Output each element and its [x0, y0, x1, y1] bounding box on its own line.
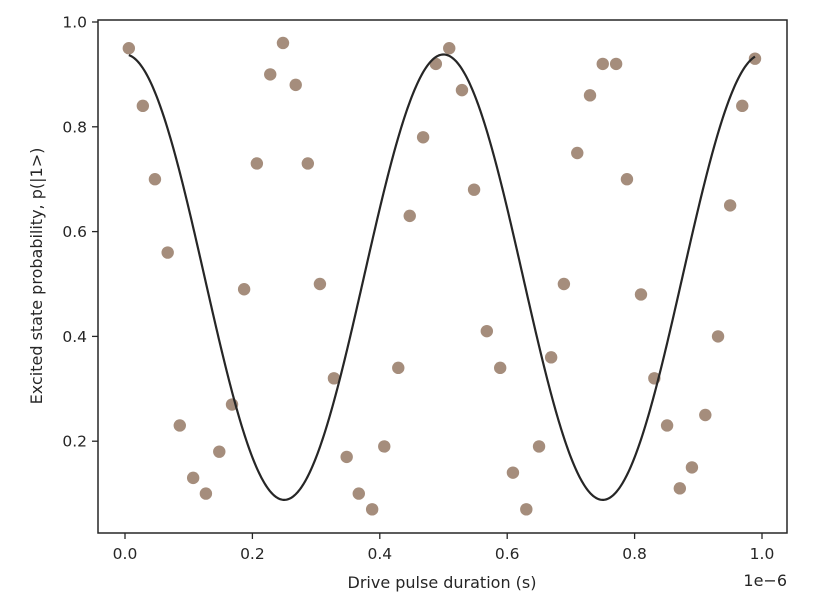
data-point: [685, 461, 699, 474]
x-tick-label: 0.8: [622, 545, 647, 563]
data-point: [313, 277, 327, 291]
data-point: [660, 419, 674, 432]
data-point: [199, 487, 213, 500]
x-tick-label: 1.0: [750, 545, 775, 563]
data-point: [723, 199, 737, 212]
data-point: [571, 146, 584, 160]
y-tick-label: 0.4: [62, 328, 87, 346]
y-axis-label: Excited state probability, p(|1>): [27, 148, 46, 405]
y-tick-label: 0.6: [62, 223, 87, 241]
y-axis-ticks: 0.2 0.4 0.6 0.8 1.0: [62, 14, 98, 451]
data-point: [148, 173, 162, 186]
x-tick-label: 0.4: [367, 545, 392, 563]
data-point: [532, 440, 546, 453]
data-point: [186, 471, 200, 485]
x-tick-label: 0.2: [240, 545, 265, 563]
data-point: [711, 330, 725, 343]
data-point: [122, 42, 136, 55]
data-point: [161, 246, 174, 259]
data-point: [136, 99, 150, 113]
data-point: [699, 408, 712, 422]
fit-curve: [128, 53, 756, 501]
data-point: [340, 450, 353, 464]
axes-frame: [97, 19, 788, 534]
data-point: [455, 83, 469, 97]
x-tick-label: 0.0: [113, 545, 138, 563]
data-point: [634, 288, 648, 301]
data-point: [416, 131, 430, 144]
data-point: [213, 445, 226, 458]
y-tick-label: 1.0: [62, 14, 87, 32]
data-point: [673, 482, 687, 495]
data-point: [620, 173, 634, 186]
data-point: [378, 440, 391, 453]
data-point: [237, 283, 251, 296]
data-point: [557, 277, 571, 291]
data-point: [480, 324, 494, 338]
data-point: [506, 466, 520, 479]
y-tick-label: 0.2: [62, 433, 87, 451]
data-point: [520, 503, 533, 516]
fit-line: [128, 53, 756, 501]
data-point: [352, 487, 365, 500]
data-point: [301, 157, 315, 170]
data-point: [493, 361, 507, 375]
x-axis-offset-label: 1e−6: [743, 571, 787, 590]
x-axis-ticks: 0.0 0.2 0.4 0.6 0.8 1.0: [113, 533, 775, 563]
data-point: [250, 157, 264, 170]
y-tick-label: 0.8: [62, 118, 87, 136]
scatter-points: [122, 36, 762, 516]
data-point: [327, 372, 341, 385]
data-point: [467, 183, 481, 196]
data-point: [403, 209, 416, 223]
x-axis-label: Drive pulse duration (s): [348, 573, 537, 592]
data-point: [365, 503, 379, 516]
data-point: [264, 68, 277, 81]
data-point: [596, 57, 609, 71]
data-point: [544, 351, 558, 364]
data-point: [289, 78, 302, 92]
data-point: [392, 361, 405, 375]
x-tick-label: 0.6: [495, 545, 520, 563]
data-point: [609, 57, 623, 71]
data-point: [443, 42, 456, 55]
data-point: [736, 99, 749, 113]
data-point: [173, 419, 186, 432]
data-point: [748, 52, 762, 65]
data-point: [583, 89, 597, 102]
data-point: [276, 36, 290, 50]
